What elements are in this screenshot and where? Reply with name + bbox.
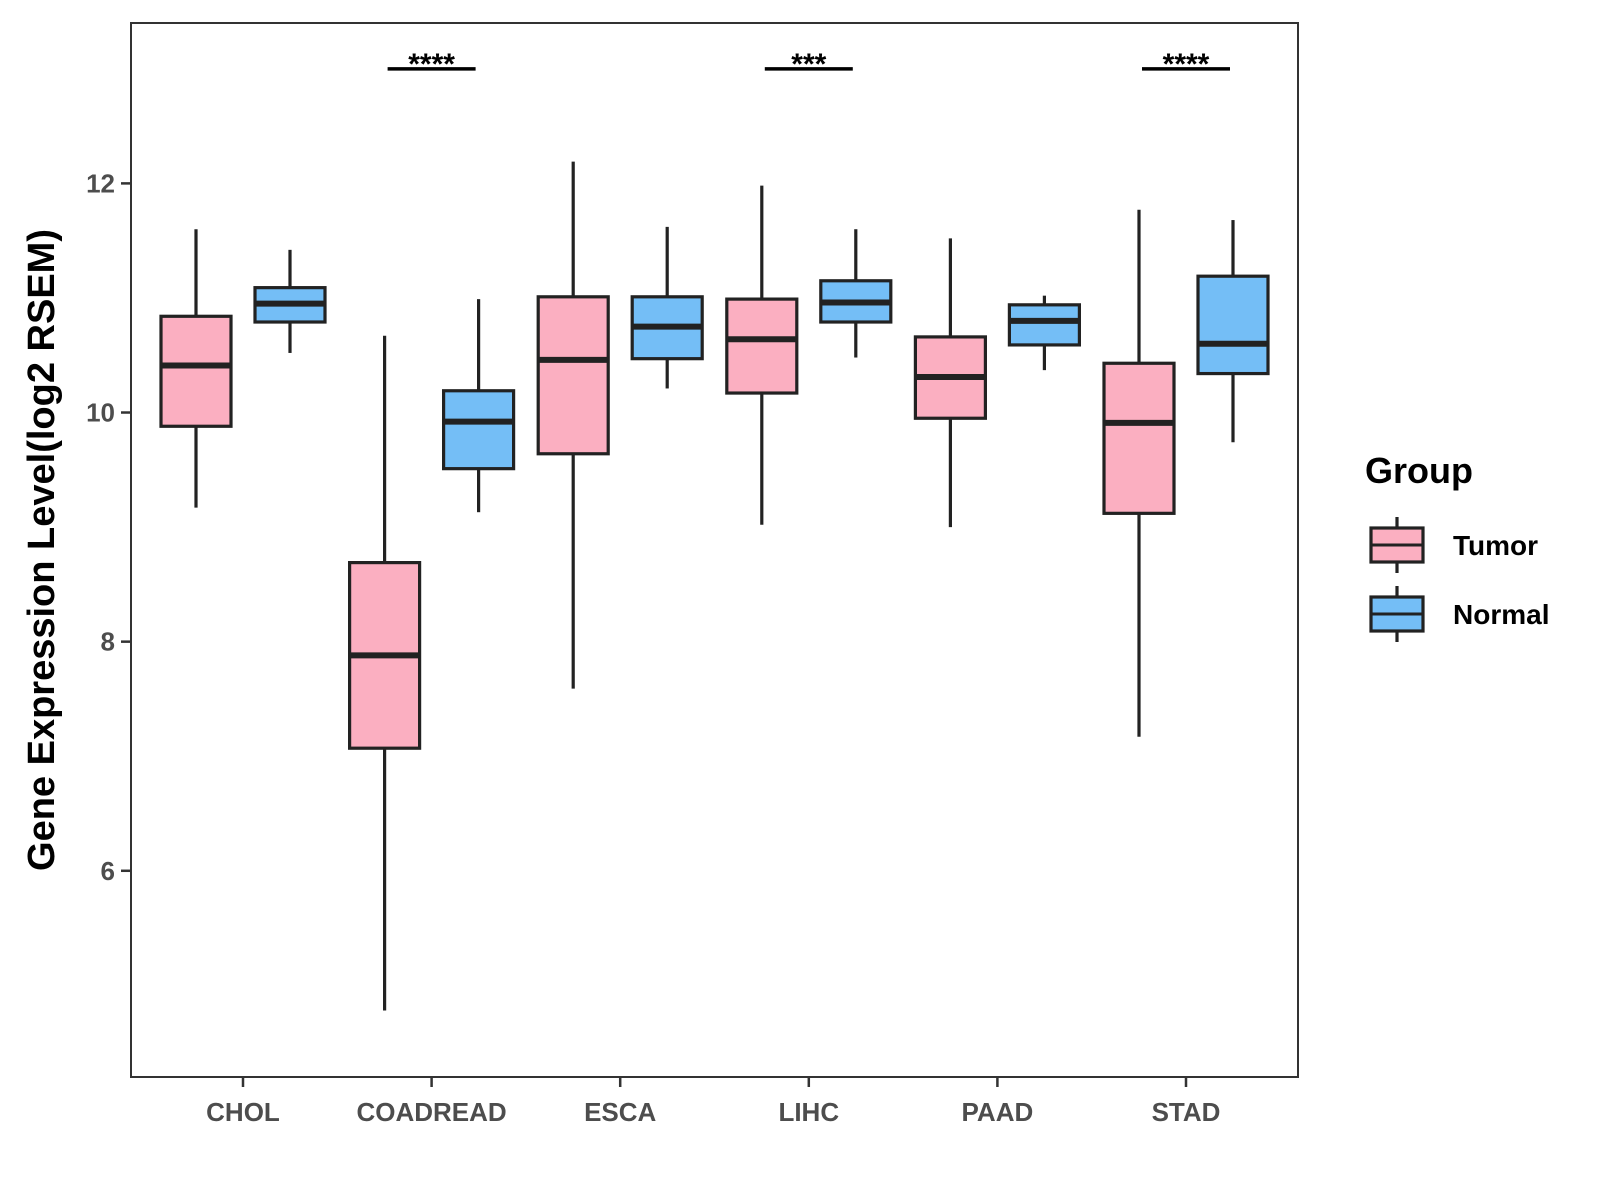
legend-item-normal: Normal	[1369, 586, 1549, 642]
box-normal-esca	[630, 226, 704, 389]
box-body	[1196, 274, 1270, 376]
box-body	[159, 314, 233, 428]
x-tick-label: LIHC	[778, 1097, 839, 1127]
x-tick-label: STAD	[1152, 1097, 1221, 1127]
box-tumor-esca	[536, 161, 610, 689]
x-tick-label: COADREAD	[356, 1097, 506, 1127]
legend-label: Normal	[1453, 599, 1549, 630]
plot-panel-border	[130, 22, 1299, 1078]
box-body	[442, 389, 516, 471]
box-normal-coadread	[442, 299, 516, 513]
legend: Group Tumor Normal	[1365, 450, 1549, 642]
significance-label: ***	[791, 48, 826, 81]
significance-lihc: ***	[764, 48, 853, 81]
box-normal-lihc	[819, 229, 893, 358]
box-body	[1102, 361, 1176, 515]
box-tumor-coadread	[348, 335, 422, 1011]
box-tumor-stad	[1102, 209, 1176, 737]
legend-title: Group	[1365, 450, 1473, 491]
box-tumor-lihc	[725, 185, 799, 525]
significance-coadread: ****	[387, 48, 476, 81]
box-tumor-paad	[913, 238, 988, 528]
box-tumor-chol	[159, 229, 233, 508]
significance-label: ****	[1163, 48, 1210, 81]
box-normal-chol	[253, 249, 327, 353]
plot-area: **** *** ****	[159, 48, 1270, 1011]
legend-label: Tumor	[1453, 530, 1538, 561]
significance-stad: ****	[1142, 48, 1230, 81]
box-body	[536, 295, 610, 456]
y-axis: 6 8 10 12	[86, 168, 131, 886]
y-axis-title: Gene Expression Level(log2 RSEM)	[21, 229, 63, 871]
box-normal-stad	[1196, 220, 1270, 443]
legend-item-tumor: Tumor	[1369, 517, 1538, 573]
y-tick-label: 8	[101, 627, 115, 657]
box-normal-paad	[1007, 295, 1082, 371]
y-tick-label: 12	[86, 168, 115, 198]
box-body	[1007, 303, 1082, 347]
y-tick-label: 10	[86, 398, 115, 428]
x-tick-label: PAAD	[962, 1097, 1034, 1127]
y-tick-label: 6	[101, 856, 115, 886]
significance-label: ****	[408, 48, 455, 81]
x-tick-label: CHOL	[206, 1097, 280, 1127]
x-tick-label: ESCA	[584, 1097, 656, 1127]
x-axis: CHOL COADREAD ESCA LIHC PAAD STAD	[206, 1077, 1220, 1127]
box-body	[725, 297, 799, 395]
